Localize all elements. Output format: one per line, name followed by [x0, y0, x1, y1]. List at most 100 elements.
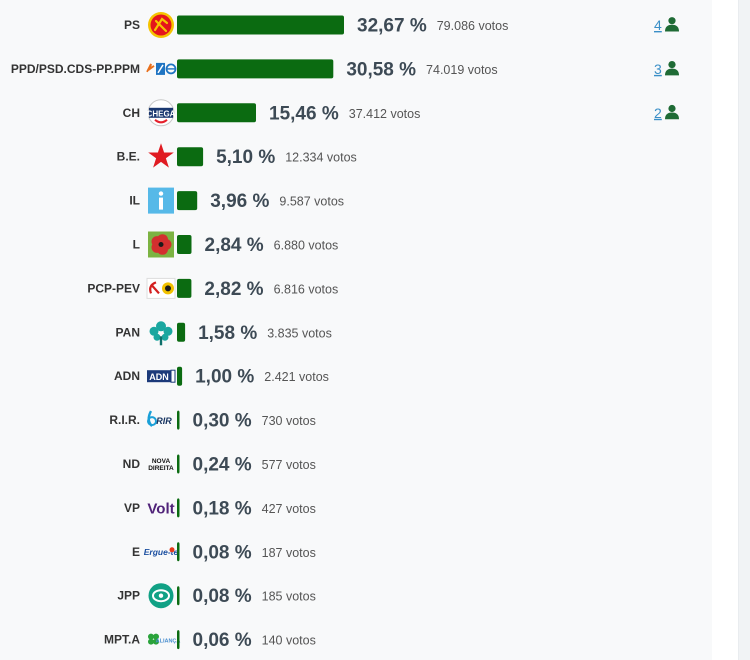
- seats-count-link[interactable]: 3: [654, 61, 662, 77]
- vote-percent-label: 0,18 %: [193, 498, 252, 519]
- vote-share-bar: [177, 278, 192, 298]
- party-name: B.E.: [117, 150, 140, 164]
- vote-percent-label: 5,10 %: [216, 147, 275, 168]
- ergue-te-logo: Ergue-te: [144, 547, 179, 557]
- adn-logo: ADN: [147, 369, 176, 383]
- party-name: E: [132, 545, 140, 559]
- votes-count-label: 3.835 votos: [267, 326, 332, 340]
- pan-logo: [149, 321, 173, 346]
- person-icon: [665, 61, 679, 76]
- party-row: L 2,84 % 6.880 votos: [133, 231, 339, 258]
- party-name: L: [133, 238, 140, 252]
- volt-logo-text: Volt: [147, 500, 174, 517]
- person-icon: [665, 17, 679, 32]
- vote-share-bar: [177, 103, 256, 123]
- party-row: VP Volt 0,18 % 427 votos: [124, 498, 316, 519]
- rir-logo: RIR: [147, 410, 172, 427]
- vote-percent-label: 3,96 %: [210, 191, 269, 212]
- votes-count-label: 79.086 votos: [437, 19, 509, 33]
- vote-percent-label: 0,06 %: [193, 630, 252, 651]
- vote-percent-label: 0,30 %: [193, 411, 252, 432]
- adn-logo-text: ADN: [149, 372, 169, 382]
- person-icon: [665, 104, 679, 120]
- votes-count-label: 6.880 votos: [274, 239, 339, 253]
- votes-count-label: 2.421 votos: [264, 370, 329, 384]
- vote-share-bar: [177, 191, 198, 211]
- mpt-logo: ALIANÇA: [148, 633, 181, 645]
- panel-gutter: [712, 0, 738, 660]
- party-row: PAN 1,58 % 3.835 votos: [116, 321, 332, 346]
- seats-count-link[interactable]: 4: [654, 17, 662, 33]
- party-name: MPT.A: [104, 633, 140, 647]
- vote-percent-label: 15,46 %: [269, 103, 339, 124]
- party-name: ADN: [114, 369, 140, 383]
- party-name: PS: [124, 18, 140, 32]
- votes-count-label: 37.412 votos: [349, 107, 421, 121]
- votes-count-label: 6.816 votos: [274, 282, 339, 296]
- chega-logo: CHEGA: [147, 99, 176, 127]
- vote-percent-label: 2,84 %: [205, 235, 264, 256]
- votes-count-label: 577 votos: [262, 458, 316, 472]
- scrollbar[interactable]: [738, 0, 750, 660]
- vote-percent-label: 0,08 %: [193, 586, 252, 607]
- vote-share-bar: [177, 366, 183, 386]
- party-row: ADN ADN 1,00 % 2.421 votos: [114, 366, 329, 388]
- party-row: CH CHEGA 15,46 % 37.412 votos 2: [123, 99, 679, 127]
- vote-share-bar: [177, 586, 180, 606]
- party-row: PCP-PEV 2,82 % 6.816 votos: [87, 277, 339, 300]
- be-logo: [148, 143, 174, 168]
- nova-direita-logo-text-2: DIREITA: [148, 465, 174, 472]
- party-name: VP: [124, 501, 140, 515]
- rir-logo-text: RIR: [156, 416, 172, 426]
- vote-share-bar: [177, 15, 344, 35]
- votes-count-label: 187 votos: [262, 546, 316, 560]
- vote-percent-label: 1,00 %: [195, 367, 254, 388]
- votes-count-label: 9.587 votos: [279, 195, 344, 209]
- vote-percent-label: 2,82 %: [204, 279, 263, 300]
- votes-count-label: 12.334 votos: [285, 151, 357, 165]
- results-panel: [0, 0, 712, 660]
- mpt-logo-text: ALIANÇA: [156, 639, 181, 645]
- party-name: JPP: [117, 589, 140, 603]
- ergue-te-logo-text: Ergue-te: [144, 547, 179, 557]
- vote-share-bar: [177, 630, 180, 650]
- livre-logo: [148, 231, 174, 258]
- party-row: IL 3,96 % 9.587 votos: [129, 187, 344, 214]
- votes-count-label: 140 votos: [262, 634, 316, 648]
- votes-count-label: 427 votos: [262, 502, 316, 516]
- vote-share-bar: [177, 498, 180, 518]
- pcp-pev-logo: [146, 277, 176, 299]
- nova-direita-logo-text-1: NOVA: [152, 458, 171, 465]
- seats-count-link[interactable]: 2: [654, 105, 662, 121]
- ps-logo: [148, 12, 174, 38]
- party-name: PCP-PEV: [87, 281, 140, 295]
- party-row: R.I.R. RIR 0,30 % 730 votos: [109, 410, 316, 432]
- chega-logo-text: CHEGA: [147, 109, 176, 118]
- vote-percent-label: 0,24 %: [193, 455, 252, 476]
- party-row: B.E. 5,10 % 12.334 votos: [117, 143, 357, 168]
- votes-count-label: 185 votos: [262, 590, 316, 604]
- vote-share-bar: [177, 147, 204, 167]
- vote-percent-label: 30,58 %: [346, 59, 416, 80]
- vote-percent-label: 0,08 %: [193, 542, 252, 563]
- vote-share-bar: [177, 410, 180, 430]
- party-name: CH: [123, 106, 140, 120]
- vote-share-bar: [177, 235, 192, 254]
- party-name: IL: [129, 194, 140, 208]
- party-name: R.I.R.: [109, 413, 140, 427]
- party-row: E Ergue-te 0,08 % 187 votos: [132, 542, 316, 563]
- party-name: PPD/PSD.CDS-PP.PPM: [11, 62, 140, 76]
- vote-share-bar: [177, 59, 334, 79]
- party-row: PPD/PSD.CDS-PP.PPM 30,58 % 74.019 votos 3: [11, 59, 679, 80]
- vote-share-bar: [177, 542, 180, 562]
- jpp-logo: [148, 583, 174, 609]
- ppd-psd-logo: [146, 62, 177, 75]
- vote-share-bar: [177, 322, 186, 342]
- vote-percent-label: 32,67 %: [357, 16, 427, 37]
- vote-percent-label: 1,58 %: [198, 323, 257, 344]
- party-name: PAN: [116, 325, 140, 339]
- party-row: PS 32,67 % 79.086 votos 4: [124, 12, 679, 38]
